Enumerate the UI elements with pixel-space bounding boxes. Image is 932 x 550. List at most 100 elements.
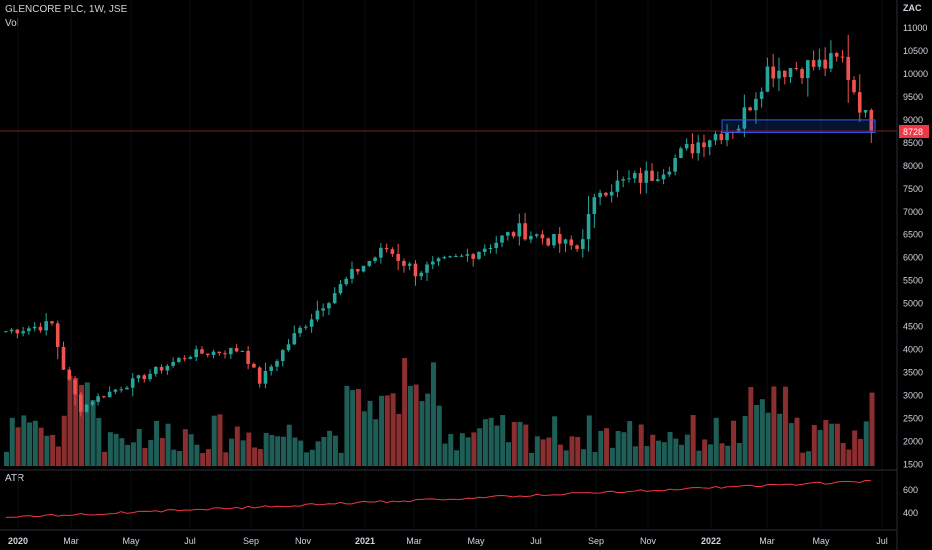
volume-bar: [113, 433, 119, 466]
volume-bar: [454, 450, 460, 466]
candle-body: [627, 178, 631, 180]
volume-bar: [32, 420, 38, 466]
candle-body: [713, 133, 718, 141]
candle-body: [367, 260, 372, 266]
candle-body: [280, 350, 285, 362]
candle-body: [869, 110, 874, 133]
volume-bar: [344, 385, 350, 466]
time-tick-label: Sep: [243, 536, 259, 546]
candle-body: [817, 59, 822, 67]
volume-bar: [9, 417, 15, 466]
price-tick-label: 10000: [903, 69, 928, 79]
candle-body: [171, 361, 175, 366]
support-zone: [0, 119, 897, 133]
candle-body: [142, 375, 147, 380]
volume-bar: [188, 434, 194, 466]
candle-body: [275, 361, 279, 367]
volume-bar: [690, 414, 696, 466]
time-tick-label: Jul: [184, 536, 196, 546]
volume-bar: [223, 452, 229, 466]
candle-body: [396, 253, 400, 261]
candle-body: [384, 247, 389, 250]
volume-bar: [702, 439, 708, 466]
candle-body: [407, 263, 412, 266]
volume-bar: [777, 413, 783, 466]
candle-body: [800, 69, 804, 79]
volume-bar: [280, 436, 286, 466]
atr-indicator-label: ATR: [5, 473, 25, 484]
candle-body: [771, 66, 776, 79]
candle-body: [188, 357, 193, 359]
volume-bar: [90, 400, 96, 466]
price-axis: 11000 10500 10000 9500 9000 8500 8000 7500 7000 6…: [903, 23, 928, 518]
candle-body: [148, 373, 152, 380]
candle-body: [459, 255, 464, 257]
candle-body: [79, 394, 83, 412]
price-tick-label: 10500: [903, 46, 928, 56]
volume-bar: [823, 420, 829, 466]
candle-body: [205, 353, 210, 356]
candle-body: [211, 351, 216, 356]
volume-bar: [269, 434, 275, 466]
volume-bar: [286, 424, 292, 466]
candle-body: [598, 192, 602, 198]
price-tick-label: 3000: [903, 390, 923, 400]
volume-bar: [361, 411, 367, 466]
volume-bar: [511, 421, 517, 466]
candle-body: [615, 180, 620, 192]
candle-body: [667, 171, 672, 175]
candle-body: [44, 321, 48, 331]
candle-body: [182, 358, 187, 360]
candle-body: [257, 367, 262, 384]
volume-bar: [252, 447, 258, 466]
volume-bar: [55, 446, 61, 466]
candle-body: [263, 370, 268, 384]
volume-bar: [644, 446, 650, 466]
atr-series-line: [5, 479, 872, 518]
volume-bar: [102, 451, 108, 466]
volume-bar: [407, 385, 413, 466]
candle-body: [159, 366, 164, 371]
candle-body: [27, 328, 31, 332]
volume-bar: [846, 449, 852, 466]
volume-bar: [217, 414, 223, 466]
support-zone-rect: [721, 119, 876, 133]
candle-body: [165, 365, 170, 371]
volume-bar: [765, 412, 771, 466]
volume-bar: [396, 413, 402, 466]
time-tick-label: Nov: [295, 536, 312, 546]
candle-body: [581, 239, 585, 249]
candle-body: [604, 192, 608, 196]
candle-body: [223, 353, 227, 355]
volume-bar: [263, 432, 269, 466]
candle-body: [552, 233, 556, 246]
candle-body: [448, 256, 452, 258]
volume-bar: [852, 430, 858, 466]
volume-bar: [788, 423, 794, 466]
volume-bar: [598, 430, 604, 466]
time-tick-label: May: [467, 536, 485, 546]
candle-body: [546, 238, 550, 246]
volume-bar: [505, 442, 511, 466]
volume-bar: [177, 451, 183, 466]
volume-bar: [390, 393, 396, 466]
candle-body: [402, 260, 406, 266]
candle-body: [240, 350, 245, 352]
volume-bar: [96, 418, 102, 466]
volume-bar: [661, 442, 667, 466]
candle-body: [707, 140, 712, 148]
candle-body: [315, 310, 320, 320]
candle-body: [390, 249, 395, 254]
volume-bar: [488, 417, 494, 466]
candle-body: [742, 107, 747, 129]
volume-bar: [667, 431, 673, 466]
volume-bar: [782, 386, 788, 466]
time-tick-label: Mar: [759, 536, 775, 546]
volume-bar: [50, 434, 56, 466]
time-tick-label: Jul: [530, 536, 542, 546]
candle-body: [540, 234, 545, 239]
time-tick-label: Mar: [63, 536, 79, 546]
candle-body: [632, 173, 637, 179]
candle-body: [482, 248, 487, 252]
